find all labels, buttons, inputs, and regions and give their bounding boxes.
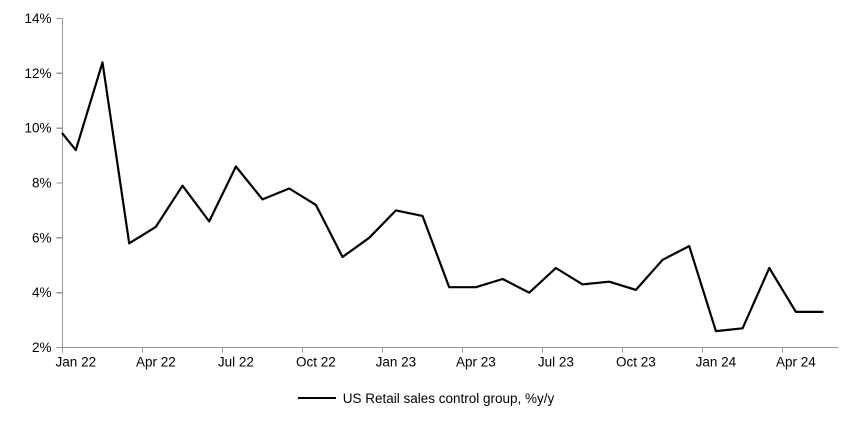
series-retail-control-group (61, 61, 824, 333)
y-tick-label: 12% (24, 66, 51, 81)
legend-label: US Retail sales control group, %y/y (342, 390, 555, 406)
x-tick-label: Apr 22 (136, 355, 176, 370)
y-tick-label: 4% (32, 285, 52, 300)
x-tick-label: Jul 22 (218, 355, 254, 370)
y-tick-label: 14% (24, 11, 51, 26)
y-axis: 2% 4% 6% 8% 10% 12% 14% (24, 11, 64, 355)
x-tick-label: Jan 24 (696, 355, 737, 370)
y-tick-label: 10% (24, 121, 51, 136)
x-tick-label: Oct 22 (296, 355, 336, 370)
series-line (61, 61, 824, 333)
x-tick-label: Jul 23 (538, 355, 574, 370)
y-tick-label: 2% (32, 340, 52, 355)
x-tick-label: Oct 23 (616, 355, 656, 370)
x-axis: Jan 22 Apr 22 Jul 22 Oct 22 Jan 23 Apr 23 Jul … (56, 346, 838, 370)
x-tick-label: Apr 23 (456, 355, 496, 370)
x-tick-label: Apr 24 (776, 355, 816, 370)
x-tick-label: Jan 22 (56, 355, 97, 370)
x-tick-label: Jan 23 (376, 355, 417, 370)
y-tick-label: 8% (32, 176, 52, 191)
chart-legend: US Retail sales control group, %y/y (0, 389, 852, 407)
legend-line-swatch (297, 397, 336, 399)
y-tick-label: 6% (32, 230, 52, 245)
